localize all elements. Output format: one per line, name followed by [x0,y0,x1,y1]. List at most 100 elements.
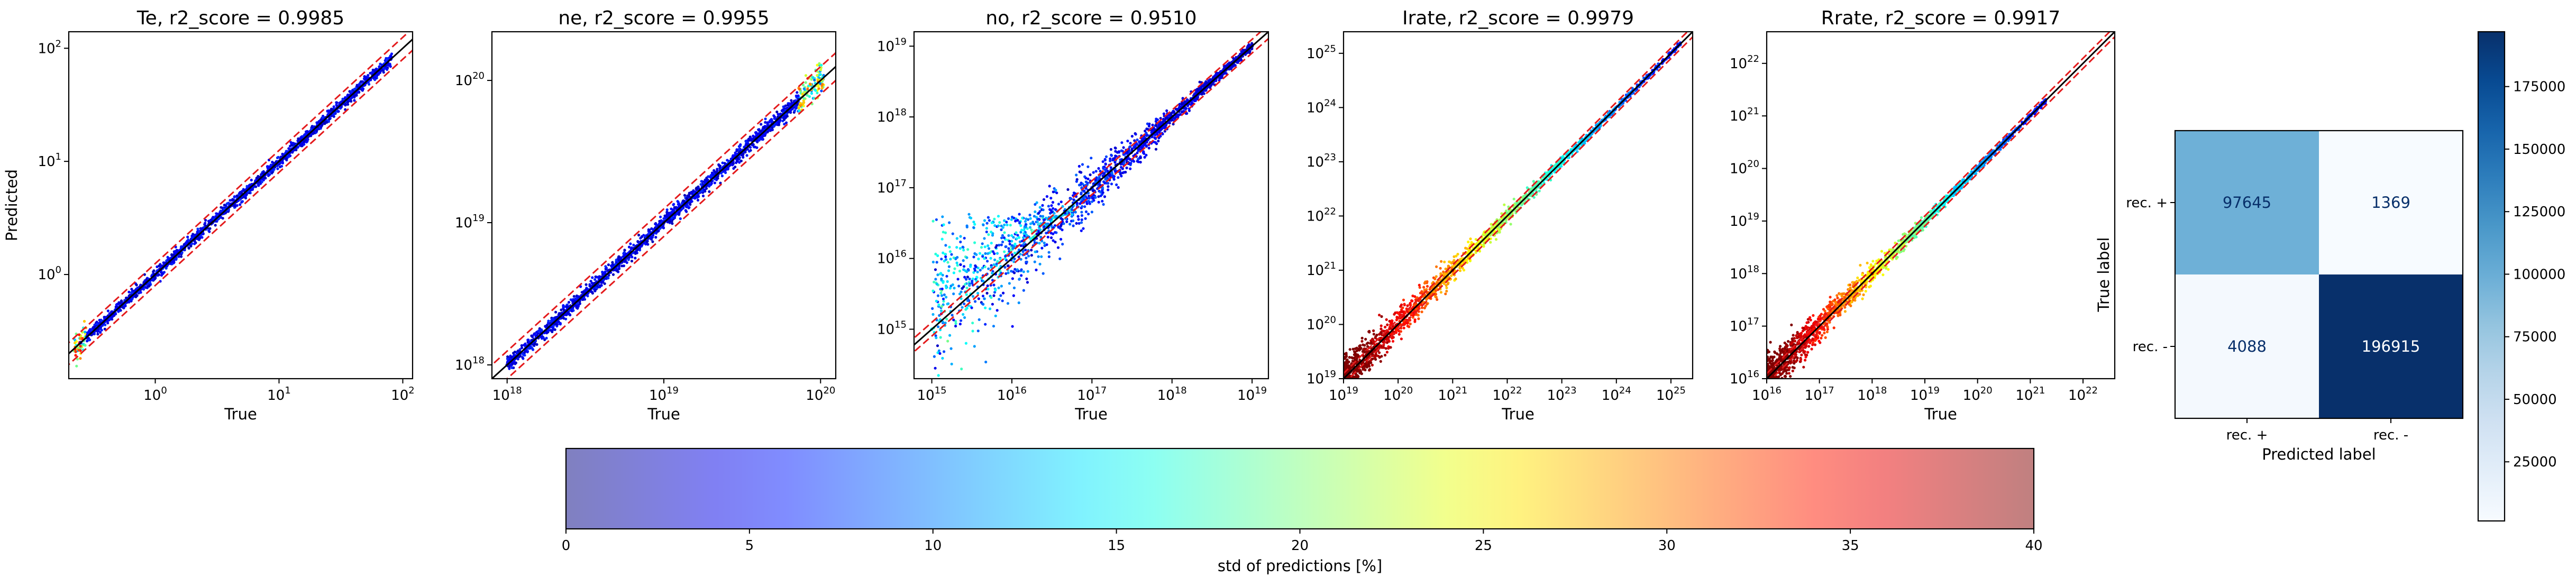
scatter-point [1128,150,1131,153]
scatter-point [954,320,957,323]
scatter-point [84,331,87,334]
scatter-point [185,242,188,245]
scatter-point [171,260,174,263]
tick-exponent: 18 [472,355,485,366]
scatter-point [527,347,530,350]
scatter-point [654,222,657,226]
scatter-point [170,253,173,257]
scatter-point [214,224,217,227]
scatter-point [200,227,204,230]
scatter-point [797,94,800,97]
scatter-point [584,283,588,286]
y-tick-label: 101 [38,151,61,170]
scatter-point [219,209,222,213]
scatter-point [802,87,806,90]
scatter-point [711,173,715,176]
scatter-point [1080,210,1083,214]
scatter-point [1003,250,1006,253]
scatter-point [952,318,955,322]
scatter-point [982,280,985,283]
scatter-point [1024,249,1027,252]
scatter-point [1012,216,1016,219]
scatter-point [1054,208,1057,211]
scatter-point [99,326,103,329]
scatter-point [973,345,976,348]
scatter-point [1037,217,1040,221]
scatter-point [985,222,989,225]
scatter-point [281,161,285,164]
scatter-point [1113,161,1117,164]
scatter-point [673,216,677,219]
scatter-point [745,140,748,143]
scatter-point [353,88,356,91]
scatter-point [254,185,258,188]
scatter-point [287,155,290,158]
scatter-point [233,196,236,199]
upper-error-band-line [69,32,410,344]
scatter-point [1013,271,1016,274]
scatter-point [526,338,529,342]
scatter-point [1050,210,1054,214]
lower-error-band-line [69,49,413,366]
tick-exponent: 20 [472,70,485,81]
scatter-point [545,336,548,340]
scatter-point [1008,242,1011,245]
scatter-point [506,360,509,363]
scatter-point [563,308,566,312]
scatter-point [943,350,946,353]
scatter-point [804,81,807,84]
scatter-point [1072,198,1075,202]
scatter-point [953,287,956,290]
scatter-point [332,113,335,116]
scatter-point [1047,205,1050,208]
scatter-point [1020,268,1023,271]
scatter-point [595,276,598,279]
scatter-point [734,151,737,154]
scatter-point [235,204,239,207]
scatter-point [672,203,675,206]
scatter-point [1110,182,1113,186]
scatter-point [337,110,340,113]
scatter-point [986,216,990,219]
scatter-point [654,226,657,230]
scatter-point [276,167,279,170]
scatter-point [1170,118,1173,122]
scatter-point [563,305,566,308]
scatter-point [820,84,824,87]
scatter-point [1157,136,1161,140]
scatter-point [104,323,107,326]
scatter-point [719,171,723,175]
scatter-point [554,316,557,319]
scatter-point [521,356,524,359]
scatter-point [935,218,938,221]
scatter-point [963,316,966,319]
scatter-point [936,273,939,277]
y-axis-label: Predicted [3,169,21,241]
scatter-point [1038,206,1042,209]
scatter-point [1145,153,1148,157]
scatter-point [677,203,680,206]
scatter-point [946,413,948,415]
scatter-point [1082,227,1085,230]
scatter-point [627,256,631,259]
scatter-point [687,206,690,209]
scatter-point [940,294,944,297]
scatter-point [1103,181,1107,185]
scatter-panel-3: 1015 1016 1017 1018 101910151016101710181019… [877,7,1269,423]
scatter-point [991,271,994,275]
scatter-point [1037,255,1040,258]
scatter-point [142,281,145,284]
scatter-point [1157,140,1160,143]
scatter-point [962,313,965,316]
scatter-point [241,200,244,203]
scatter-point [943,293,946,296]
scatter-point [1091,189,1094,193]
scatter-point [285,158,288,161]
scatter-point [387,63,390,67]
scatter-point [1080,218,1083,222]
scatter-point [1164,117,1167,120]
scatter-point [1173,110,1176,113]
scatter-point [124,296,128,300]
